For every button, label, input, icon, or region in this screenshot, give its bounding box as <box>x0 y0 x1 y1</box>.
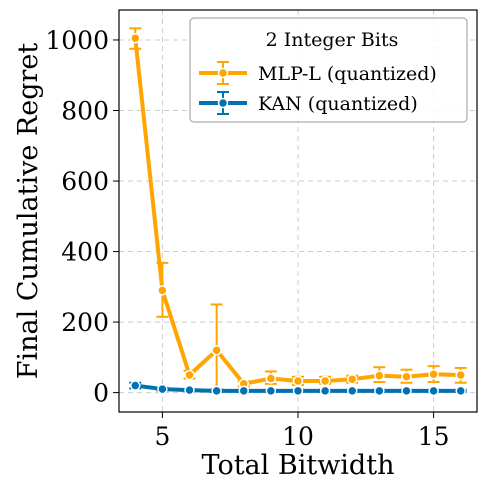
data-point <box>265 373 277 384</box>
data-point <box>130 380 141 391</box>
data-point <box>428 369 439 380</box>
y-tick-label: 200 <box>61 308 109 337</box>
legend-marker <box>217 97 229 109</box>
y-tick-label: 1000 <box>45 26 109 55</box>
series-KAN (quantized) <box>129 380 467 397</box>
data-point <box>401 371 412 382</box>
data-point <box>346 373 358 385</box>
data-point <box>455 385 466 397</box>
axis-ticks: 5 10 15 0 200 400 600 800 1000 <box>45 26 449 451</box>
y-axis-label: Final Cumulative Regret <box>13 43 44 380</box>
data-point <box>319 375 331 387</box>
data-point <box>455 369 466 381</box>
series-layer <box>129 27 467 397</box>
data-point <box>292 375 304 387</box>
data-point <box>374 370 385 381</box>
x-tick-label: 15 <box>418 422 450 451</box>
data-point <box>238 385 250 397</box>
legend: 2 Integer Bits MLP-L (quantized) KAN (qua… <box>189 17 468 123</box>
data-point <box>292 385 304 397</box>
data-point <box>319 385 331 397</box>
data-point <box>401 385 412 397</box>
data-point <box>211 345 222 356</box>
legend-label: KAN (quantized) <box>258 93 418 115</box>
y-tick-label: 600 <box>61 167 109 196</box>
data-point <box>184 384 195 396</box>
legend-entries: MLP-L (quantized) KAN (quantized) <box>199 61 437 115</box>
legend-label: MLP-L (quantized) <box>258 63 437 85</box>
legend-box <box>189 17 468 123</box>
legend-marker <box>217 67 229 79</box>
y-tick-label: 800 <box>61 97 109 126</box>
data-point <box>265 385 277 397</box>
series-MLP-L (quantized) <box>129 27 467 391</box>
data-point <box>157 383 168 395</box>
data-point <box>346 385 358 397</box>
data-point <box>211 385 222 397</box>
data-point <box>428 385 439 397</box>
y-tick-label: 400 <box>61 238 109 267</box>
legend-title: 2 Integer Bits <box>266 29 399 51</box>
data-point <box>184 369 195 381</box>
x-tick-label: 10 <box>282 422 314 451</box>
data-point <box>130 32 141 44</box>
x-axis-label: Total Bitwidth <box>202 450 395 481</box>
data-point <box>157 285 168 296</box>
data-point <box>374 385 385 397</box>
x-tick-label: 5 <box>154 422 170 451</box>
y-tick-label: 0 <box>93 379 109 408</box>
